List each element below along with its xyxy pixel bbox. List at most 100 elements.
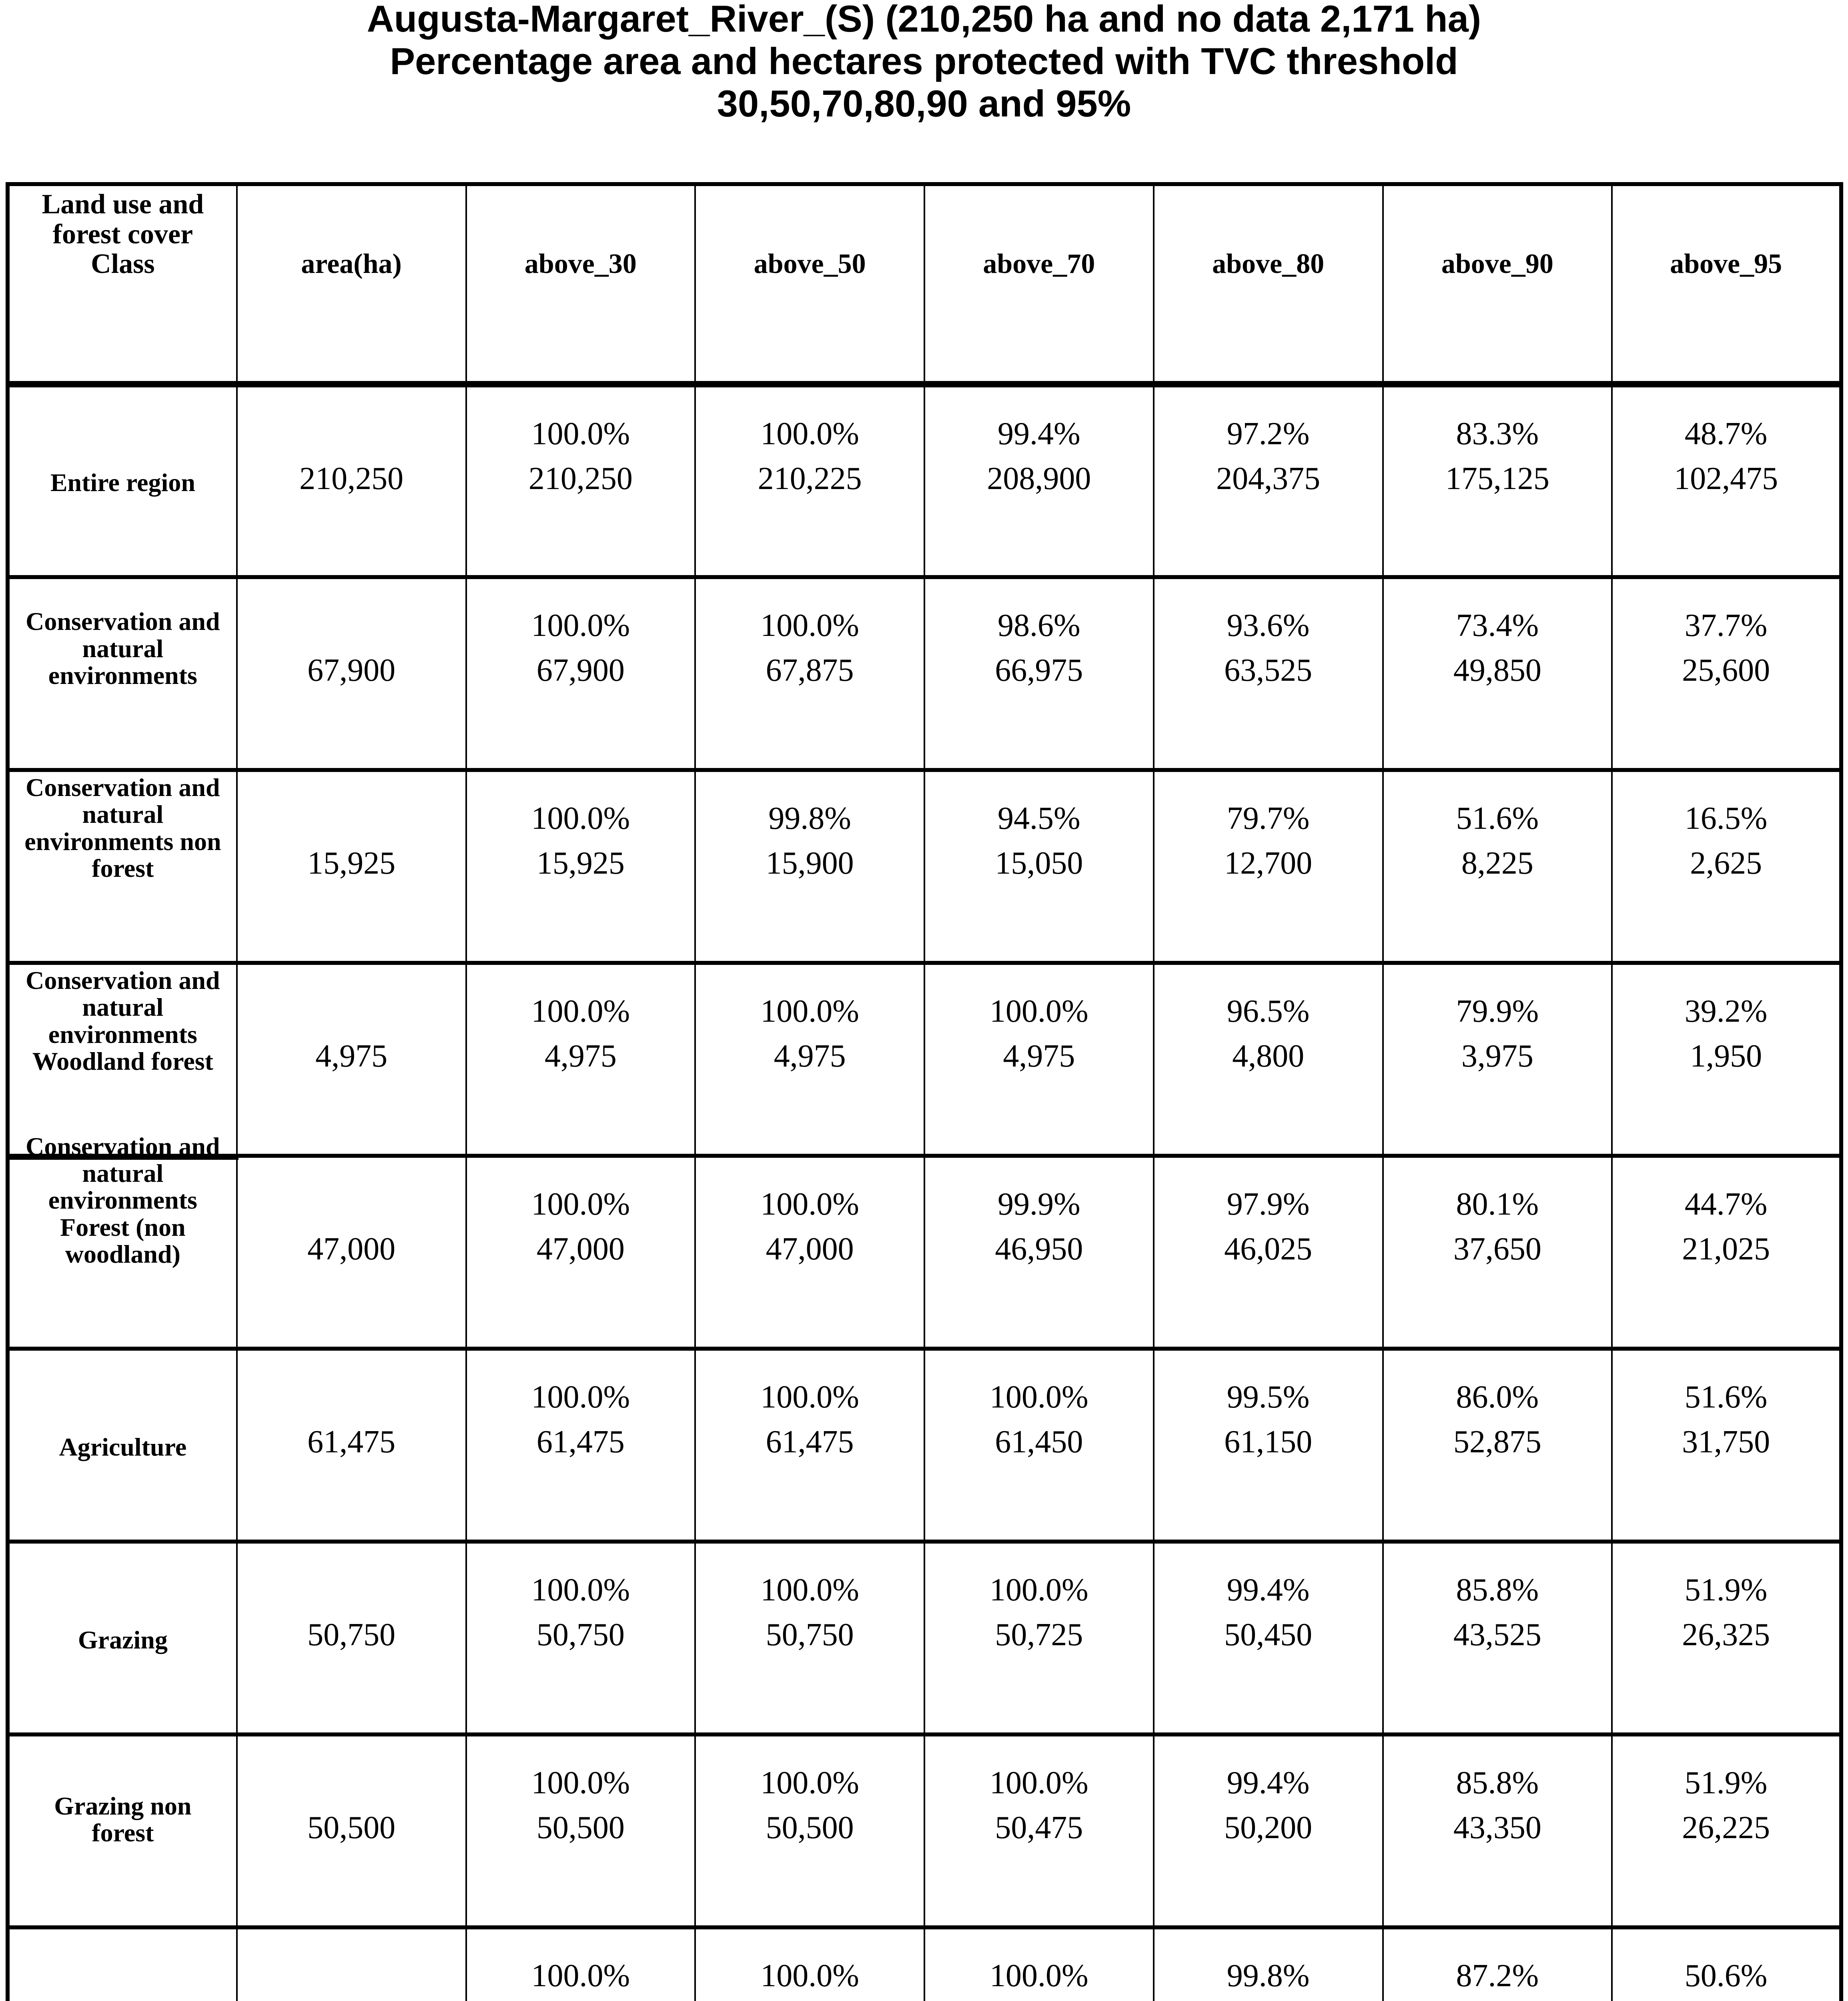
column-header-label: above_30: [524, 248, 637, 279]
threshold-cell-above-70: 99.4% 208,900: [924, 382, 1154, 579]
percent-protected: 86.0%: [1456, 1379, 1539, 1415]
table-row: Grazing non forest 50,500 100.0% 50,500 100.…: [7, 1732, 1842, 1929]
percent-protected: 100.0%: [760, 1958, 859, 1993]
column-header-above-70: above_70: [924, 182, 1154, 387]
hectares-protected: 46,950: [995, 1231, 1083, 1267]
threshold-cell-above-50: 99.8% 15,900: [694, 768, 925, 965]
hectares-protected: 15,900: [766, 846, 854, 881]
hectares-protected: 46,025: [1224, 1231, 1313, 1267]
threshold-cell-above-80: 99.5% 61,150: [1152, 1347, 1384, 1544]
percent-protected: 100.0%: [760, 994, 859, 1029]
area-ha-cell: 10,725: [236, 1925, 467, 2001]
area-ha-value: 15,925: [307, 846, 396, 881]
threshold-cell-above-90: 85.8% 43,350: [1382, 1732, 1613, 1929]
hectares-protected: 8,225: [1461, 846, 1533, 881]
percent-protected: 93.6%: [1227, 608, 1310, 643]
percent-protected: 83.3%: [1456, 416, 1539, 451]
threshold-cell-above-30: 100.0% 50,500: [465, 1732, 696, 1929]
percent-protected: 79.7%: [1227, 801, 1310, 836]
hectares-protected: 61,150: [1224, 1424, 1313, 1460]
area-ha-value: 50,750: [307, 1617, 396, 1652]
threshold-cell-above-30: 100.0% 15,925: [465, 768, 696, 965]
hectares-protected: 47,000: [536, 1231, 625, 1267]
hectares-protected: 61,450: [995, 1424, 1083, 1460]
hectares-protected: 49,850: [1453, 653, 1541, 688]
threshold-cell-above-80: 97.2% 204,375: [1152, 382, 1384, 579]
threshold-cell-above-70: 100.0% 61,450: [924, 1347, 1154, 1544]
hectares-protected: 50,500: [766, 1810, 854, 1845]
hectares-protected: 208,900: [987, 461, 1091, 496]
percent-protected: 100.0%: [531, 1958, 630, 1993]
threshold-cell-above-90: 83.3% 175,125: [1382, 382, 1613, 579]
column-header-label: Land use and forest cover Class: [42, 189, 204, 279]
blank-line: [238, 1375, 465, 1420]
threshold-cell-above-70: 100.0% 4,975: [924, 961, 1154, 1158]
table-header: Land use and forest cover Class area(ha)…: [7, 182, 1842, 387]
hectares-protected: 4,975: [774, 1039, 846, 1074]
hectares-protected: 43,525: [1453, 1617, 1541, 1652]
table-row: Conservation and natural environments Wo…: [7, 961, 1842, 1158]
hectares-protected: 50,750: [766, 1617, 854, 1652]
percent-protected: 37.7%: [1684, 608, 1768, 643]
threshold-cell-above-95: 16.5% 2,625: [1611, 768, 1842, 965]
area-ha-cell: 61,475: [236, 1347, 467, 1544]
hectares-protected: 37,650: [1453, 1231, 1541, 1267]
percent-protected: 50.6%: [1684, 1958, 1768, 1993]
area-ha-value: 67,900: [307, 653, 396, 688]
threshold-cell-above-80: 99.4% 50,450: [1152, 1540, 1384, 1736]
percent-protected: 73.4%: [1456, 608, 1539, 643]
percent-protected: 97.2%: [1227, 416, 1310, 451]
percent-protected: 51.6%: [1684, 1379, 1768, 1415]
percent-protected: 100.0%: [760, 1572, 859, 1608]
hectares-protected: 50,200: [1224, 1810, 1313, 1845]
table-row: Irrigation10,725100.0%10,725100.0%10,725…: [7, 1925, 1842, 2001]
hectares-protected: 10,725: [467, 1998, 695, 2001]
hectares-protected: 4,975: [544, 1039, 617, 1074]
percent-protected: 96.5%: [1227, 994, 1310, 1029]
row-label: Conservation and natural environments Wo…: [26, 966, 220, 1075]
threshold-cell-above-90: 87.2% 9,350: [1382, 1925, 1613, 2001]
hectares-protected: 210,225: [758, 461, 862, 496]
hectares-protected: 10,700: [1154, 1998, 1382, 2001]
percent-protected: 99.4%: [998, 416, 1080, 451]
hectares-protected: 12,700: [1224, 846, 1313, 881]
percent-protected: 100.0%: [760, 1187, 859, 1222]
hectares-protected: 1,950: [1690, 1039, 1762, 1074]
column-header-above-80: above_80: [1152, 182, 1384, 387]
area-ha-cell: 50,500: [236, 1732, 467, 1929]
percent-protected: 100.0%: [531, 608, 630, 643]
threshold-cell-above-30: 100.0% 210,250: [465, 382, 696, 579]
threshold-cell-above-90: 86.0% 52,875: [1382, 1347, 1613, 1544]
percent-protected: 51.9%: [1684, 1572, 1768, 1608]
percent-protected: 100.0%: [531, 416, 630, 451]
percent-protected: 100.0%: [990, 1379, 1088, 1415]
threshold-cell-above-50: 100.0% 4,975: [694, 961, 925, 1158]
threshold-cell-above-50: 100.0% 210,225: [694, 382, 925, 579]
threshold-cell-above-95: 51.6% 31,750: [1611, 1347, 1842, 1544]
percent-protected: 87.2%: [1456, 1958, 1539, 1993]
percent-protected: 100.0%: [531, 801, 630, 836]
blank-line: [238, 1568, 465, 1612]
hectares-protected: 26,325: [1682, 1617, 1770, 1652]
percent-protected: 99.5%: [1227, 1379, 1310, 1415]
column-header-landuse-class: Land use and forest cover Class: [7, 182, 238, 387]
column-header-above-90: above_90: [1382, 182, 1613, 387]
area-ha-value: 4,975: [315, 1039, 388, 1074]
threshold-cell-above-50: 100.0% 67,875: [694, 575, 925, 772]
percent-protected: 99.9%: [998, 1187, 1080, 1222]
percent-protected: 80.1%: [1456, 1187, 1539, 1222]
threshold-cell-above-95: 44.7% 21,025: [1611, 1154, 1842, 1351]
threshold-cell-above-70: 100.0% 10,725: [924, 1925, 1154, 2001]
percent-protected: 98.6%: [998, 608, 1080, 643]
row-label: Grazing non forest: [54, 1791, 192, 1847]
column-header-label: area(ha): [301, 248, 402, 279]
percent-protected: 39.2%: [1684, 994, 1768, 1029]
hectares-protected: 102,475: [1674, 461, 1778, 496]
threshold-cell-above-80: 99.8% 10,700: [1152, 1925, 1384, 2001]
header-row: Land use and forest cover Class area(ha)…: [7, 182, 1842, 387]
row-label: Agriculture: [59, 1432, 187, 1461]
area-ha-value: 10,725: [238, 1998, 465, 2001]
hectares-protected: 210,250: [528, 461, 633, 496]
column-header-above-50: above_50: [694, 182, 925, 387]
threshold-cell-above-30: 100.0% 67,900: [465, 575, 696, 772]
